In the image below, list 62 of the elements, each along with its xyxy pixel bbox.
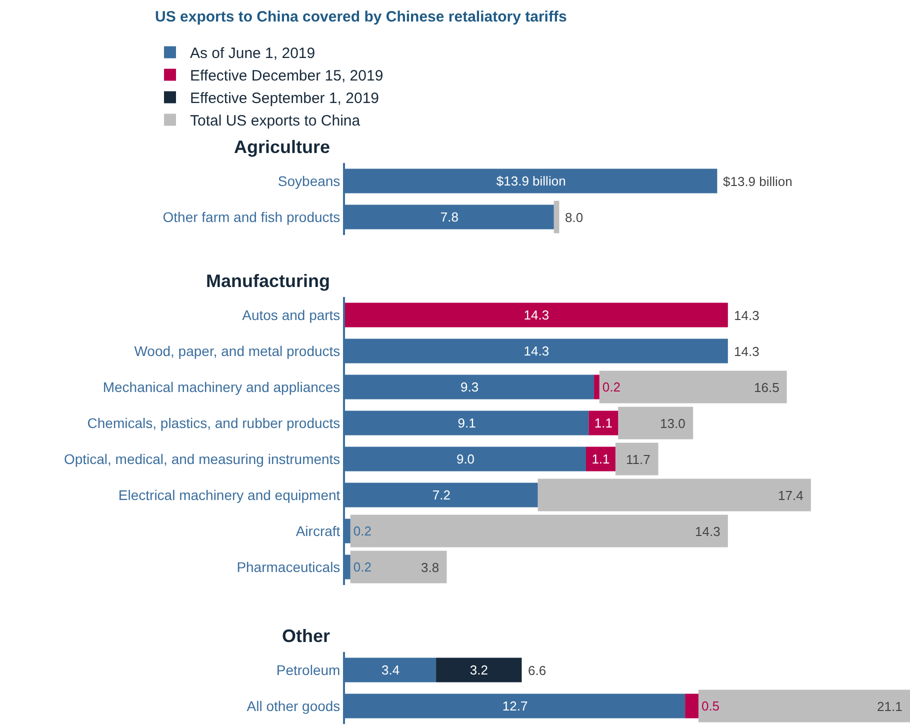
legend-label: Total US exports to China [190,112,361,130]
data-label: 0.2 [353,560,372,574]
bar [618,406,694,440]
data-label: 0.2 [353,524,372,538]
chart-subtitle: Agriculture [234,137,330,157]
data-label: 7.8 [440,210,458,224]
y-tick-label: Mechanical machinery and appliances [102,378,340,395]
total-label: $13.9 billion [723,174,792,189]
y-tick-label: Pharmaceuticals [236,558,340,575]
data-label: 1.1 [594,416,612,430]
y-tick-label: Optical, medical, and measuring instruments [64,450,340,467]
data-label: 14.3 [524,308,550,322]
bar [350,550,447,584]
data-label: 9.3 [460,380,479,394]
bar [599,370,787,404]
y-tick-label: Aircraft [296,522,340,539]
y-tick-label: Other farm and fish products [162,208,340,225]
y-tick-label: Electrical machinery and equipment [118,486,340,503]
data-label: 12.7 [502,698,528,714]
y-tick-label: All other goods [246,698,340,714]
total-label: 11.7 [626,452,650,467]
bar [615,442,658,476]
bar [698,690,910,722]
y-tick-label: Wood, paper, and metal products [134,342,340,359]
chart-title: Other [282,626,330,646]
bar [436,658,522,682]
data-label: 9.1 [458,416,476,430]
chart-title: Manufacturing [206,271,330,291]
legend-label: Effective December 15, 2019 [190,68,384,85]
data-label: 3.2 [470,662,488,678]
bar [345,302,728,328]
data-label: 9.0 [456,452,475,466]
total-label: 3.8 [421,560,440,575]
total-label: 14.3 [734,344,760,359]
total-label: 16.5 [754,380,780,395]
data-label: 14.3 [524,344,550,358]
data-label: 0.5 [701,698,720,714]
y-tick-label: Soybeans [278,172,340,189]
total-label: 21.1 [877,699,902,714]
y-tick-label: Chemicals, plastics, and rubber products [87,414,340,431]
data-label: 0.2 [602,380,620,394]
y-tick-label: Petroleum [276,662,340,678]
data-label: $13.9 billion [496,174,566,188]
data-label: 3.4 [381,662,400,678]
bar [685,694,698,718]
total-label: 13.0 [660,416,686,431]
data-label: 7.2 [432,488,450,502]
y-tick-label: Autos and parts [242,306,340,323]
legend-label: Effective September 1, 2019 [190,90,380,108]
chart-title: US exports to China covered by Chinese retaliatory tariffs [155,8,567,26]
bar [586,446,616,472]
total-label: 6.6 [528,663,546,678]
bar [588,410,618,436]
bar [594,374,600,400]
total-label: 17.4 [778,488,804,503]
total-label: 14.3 [695,524,720,539]
total-label: 8.0 [565,210,584,225]
data-label: 1.1 [592,452,610,466]
bar [350,514,728,548]
total-label: 14.3 [734,308,760,323]
legend-label: As of June 1, 2019 [190,45,316,62]
bar [538,478,811,512]
